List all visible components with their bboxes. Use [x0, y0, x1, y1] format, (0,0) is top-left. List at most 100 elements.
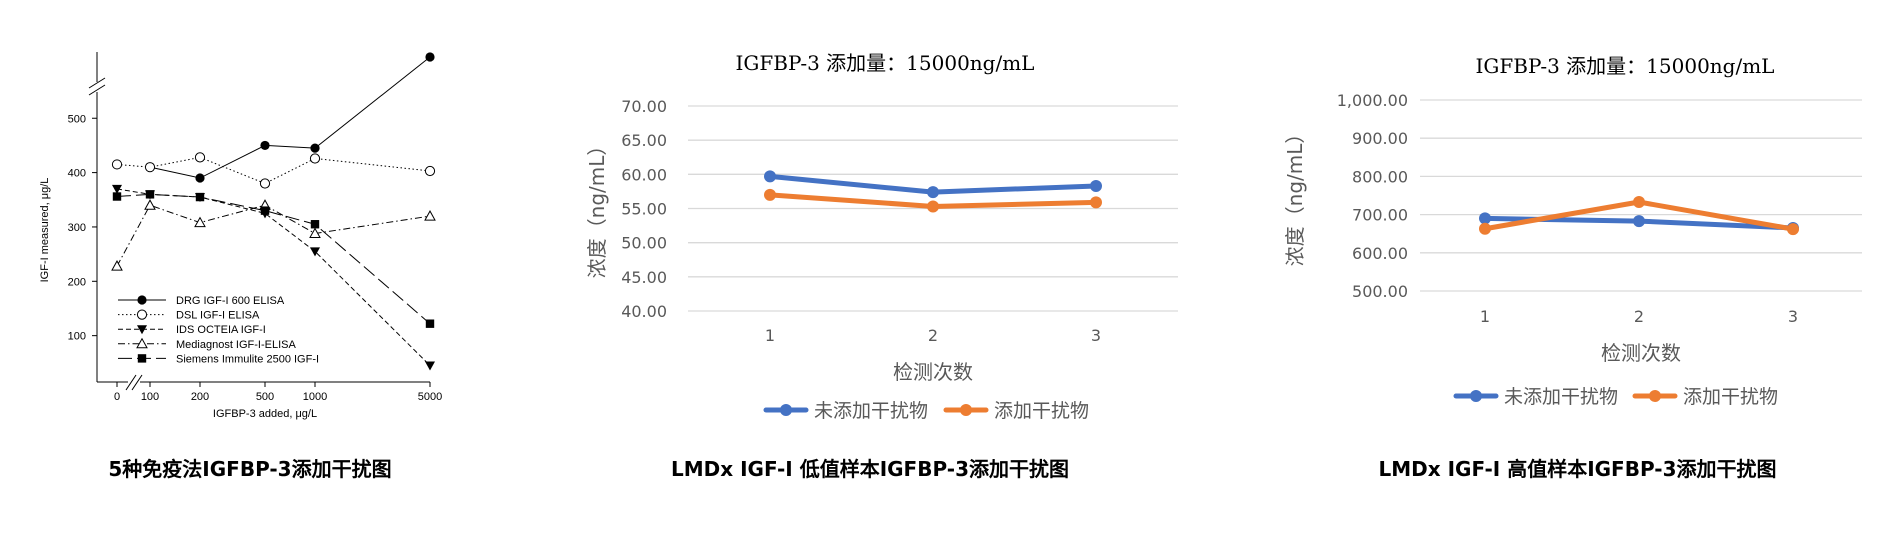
y-axis-break-mark [88, 84, 106, 96]
series-line [116, 204, 431, 267]
legend-marker [960, 404, 972, 416]
data-point [1479, 212, 1491, 225]
marker-open-circle [259, 178, 271, 189]
legend-label: Siemens Immulite 2500 IGF-I [176, 353, 319, 365]
marker-open-circle [194, 152, 206, 163]
marker-open-triangle [136, 337, 148, 349]
y-axis-break-mark [88, 77, 106, 89]
x-tick-label: 0 [114, 391, 120, 403]
series-2 [764, 188, 1102, 213]
legend-label: 未添加干扰物 [1504, 386, 1618, 408]
marker-open-circle [424, 165, 436, 177]
legend-label: DSL IGF-I ELISA [176, 310, 260, 322]
series-5 [112, 190, 435, 328]
data-point [1090, 179, 1102, 192]
data-point [1633, 195, 1645, 208]
y-tick-label: 200 [68, 276, 86, 288]
chart-3-caption: LMDx IGF-Ⅰ 高值样本IGFBP-3添加干扰图 [1378, 457, 1777, 481]
legend-label: Mediagnost IGF-I-ELISA [176, 339, 296, 351]
series-2 [111, 152, 436, 189]
chart-panel-2: IGFBP-3 添加量：15000ng/mL 40.00 45.00 50.00 55.… [560, 0, 1180, 533]
y-tick-label: 400 [68, 168, 86, 180]
x-tick-label: 3 [1788, 307, 1798, 326]
x-tick-label: 5000 [418, 391, 442, 403]
legend-label: 添加干扰物 [1683, 386, 1778, 408]
chart-panel-1: 100 200 300 400 500 0 100 200 500 1000 5000 IGFBP-3… [0, 0, 500, 533]
series-2 [1479, 195, 1799, 236]
chart-2-svg: IGFBP-3 添加量：15000ng/mL 40.00 45.00 50.00 55.… [585, 51, 1178, 422]
x-tick-label: 500 [256, 391, 274, 403]
y-tick-label: 45.00 [621, 268, 667, 287]
data-point [764, 170, 776, 183]
chart-2-caption: LMDx IGF-Ⅰ 低值样本IGFBP-3添加干扰图 [670, 457, 1069, 481]
y-axis-title: IGF-I measured, μg/L [39, 178, 51, 283]
data-point [1479, 222, 1491, 235]
marker-open-triangle [194, 216, 206, 228]
marker-open-circle [144, 162, 156, 173]
marker-filled-triangle [310, 247, 320, 257]
y-tick-label: 40.00 [621, 302, 667, 321]
data-point [927, 186, 939, 199]
marker-open-triangle [144, 199, 156, 210]
y-axis-title: 浓度（ng/mL） [585, 136, 609, 279]
y-tick-label: 70.00 [621, 97, 667, 116]
series-line [149, 56, 431, 179]
marker-filled-square [310, 220, 320, 229]
marker-filled-square [145, 190, 155, 199]
data-point [764, 188, 776, 201]
marker-open-triangle [309, 227, 321, 238]
x-tick-label: 2 [928, 326, 938, 345]
marker-filled-square [260, 206, 270, 215]
data-point [1633, 215, 1645, 228]
marker-filled-square [137, 354, 147, 363]
marker-open-triangle [111, 260, 123, 271]
x-tick-label: 1 [1480, 307, 1490, 326]
y-tick-label: 500 [68, 113, 86, 125]
x-tick-label: 1 [765, 326, 775, 345]
x-tick-label: 1000 [303, 391, 327, 403]
series-line [116, 188, 431, 366]
y-tick-label: 100 [68, 331, 86, 343]
marker-filled-triangle [425, 361, 435, 371]
x-axis-title: 检测次数 [893, 360, 973, 384]
legend-label: 添加干扰物 [994, 400, 1089, 422]
data-point [1090, 196, 1102, 209]
y-axis-title: 浓度（ng/mL） [1283, 124, 1307, 267]
x-axis-title: IGFBP-3 added, μg/L [213, 408, 317, 420]
x-tick-label: 2 [1634, 307, 1644, 326]
chart-panel-3: IGFBP-3 添加量：15000ng/mL 500.00 600.00 700.00… [1260, 0, 1895, 533]
x-tick-label: 100 [141, 391, 159, 403]
chart-3-svg: IGFBP-3 添加量：15000ng/mL 500.00 600.00 700.00… [1283, 54, 1862, 408]
legend-label: DRG IGF-I 600 ELISA [176, 295, 285, 307]
y-tick-label: 300 [68, 222, 86, 234]
chart-title: IGFBP-3 添加量：15000ng/mL [1476, 54, 1775, 78]
marker-open-circle [111, 159, 123, 170]
series-1 [145, 52, 435, 183]
marker-open-circle [136, 309, 148, 320]
chart-title: IGFBP-3 添加量：15000ng/mL [736, 51, 1035, 75]
x-tick-label: 3 [1091, 326, 1101, 345]
legend-label: IDS OCTEIA IGF-I [176, 324, 266, 336]
x-axis-break-mark [131, 374, 143, 391]
legend-marker [1649, 390, 1661, 402]
x-tick-label: 200 [191, 391, 209, 403]
marker-filled-circle [195, 173, 205, 183]
y-tick-label: 800.00 [1352, 167, 1408, 186]
marker-open-triangle [424, 210, 436, 221]
y-tick-label: 700.00 [1352, 206, 1408, 225]
chart-1-caption: 5种免疫法IGFBP-3添加干扰图 [108, 457, 392, 481]
legend-label: 未添加干扰物 [814, 400, 928, 422]
series-1 [764, 170, 1102, 199]
series-line [116, 193, 431, 325]
series-line [116, 156, 431, 185]
legend-marker [780, 404, 792, 416]
y-tick-label: 55.00 [621, 200, 667, 219]
y-tick-label: 60.00 [621, 165, 667, 184]
y-tick-label: 900.00 [1352, 129, 1408, 148]
legend-marker [1470, 390, 1482, 402]
marker-filled-circle [260, 140, 270, 151]
marker-filled-circle [310, 143, 320, 153]
marker-filled-triangle [112, 184, 122, 194]
data-point [1787, 223, 1799, 236]
y-tick-label: 500.00 [1352, 282, 1408, 301]
